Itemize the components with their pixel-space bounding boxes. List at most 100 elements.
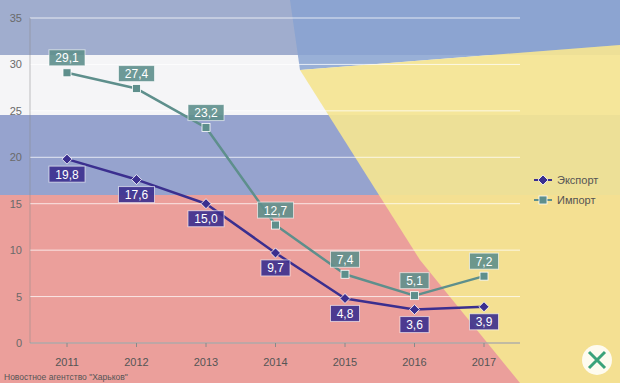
data-label: 4,8 [337,307,354,321]
x-tick-label: 2011 [55,356,79,368]
data-label-box [331,251,360,267]
y-tick-label: 15 [10,198,22,210]
grid-line [30,296,520,297]
grid-line [30,64,520,65]
marker [201,199,211,209]
data-label: 23,2 [194,106,218,120]
y-tick-label: 35 [10,12,22,24]
data-label-box [261,260,290,276]
x-tick [484,343,485,347]
grid-line [30,18,520,19]
data-label-group: 29,1 [49,50,85,66]
data-label-group: 17,6 [119,187,155,203]
y-tick-label: 30 [10,58,22,70]
data-label-box [49,166,85,182]
y-tick-label: 0 [16,337,22,349]
x-tick-label: 2017 [472,356,496,368]
data-label: 19,8 [55,168,79,182]
y-tick-label: 25 [10,105,22,117]
data-label: 17,6 [125,188,149,202]
x-axis: 2011 2012 2013 2014 2015 2016 2017 [55,343,496,368]
series-line [67,159,484,309]
data-label: 7,4 [337,253,354,267]
marker [132,175,142,185]
marker [479,302,489,312]
data-label-group: 12,7 [258,202,294,218]
data-label-group: 19,8 [49,166,85,182]
data-label-group: 9,7 [261,260,290,276]
legend-label: Экспорт [557,174,598,186]
data-label: 27,4 [125,67,149,81]
marker [341,270,349,278]
legend: Экспорт Импорт [534,174,598,206]
data-label-box [188,211,224,227]
y-tick-label: 5 [16,291,22,303]
x-tick-label: 2016 [402,356,426,368]
marker [411,292,419,300]
data-label-group: 23,2 [188,105,224,121]
x-tick [136,343,137,347]
data-label-box [470,314,499,330]
marker [410,305,420,315]
x-tick [414,343,415,347]
data-label-group: 7,4 [331,251,360,267]
data-label-box [258,202,294,218]
marker [480,272,488,280]
chart-svg: 0510152025303520112012201320142015201620… [0,0,620,383]
data-label-group: 15,0 [188,211,224,227]
marks [62,69,489,315]
legend-label: Импорт [557,194,595,206]
data-label-group: 4,8 [331,305,360,321]
marker [340,293,350,303]
data-label-group: 7,2 [470,253,499,269]
data-label-group: 5,1 [400,273,429,289]
x-tick [275,343,276,347]
data-label-box [470,253,499,269]
data-label: 9,7 [267,261,284,275]
x-tick [345,343,346,347]
chart-root: 0510152025303520112012201320142015201620… [0,0,620,383]
data-label-group: 3,9 [470,314,499,330]
data-label-box [119,187,155,203]
logo-circle [582,345,612,375]
marker [202,124,210,132]
data-label: 3,6 [406,318,423,332]
data-labels: 19,8 17,6 15,0 9,7 4,8 3,6 3,9 29,1 27,4 23,2 12,7… [49,50,499,333]
data-label-box [49,50,85,66]
marker [62,154,72,164]
data-label-box [331,305,360,321]
y-axis: 0 5 10 15 20 25 30 35 [10,12,520,349]
marker [539,196,547,204]
grid-line [30,110,520,111]
bg-veil [0,0,620,383]
x-tick-label: 2014 [263,356,287,368]
marker [271,248,281,258]
data-label-box [119,66,155,82]
x-tick-label: 2013 [194,356,218,368]
x-tick-label: 2015 [333,356,357,368]
grid-line [30,157,520,158]
x-tick-label: 2012 [124,356,148,368]
data-label-box [400,273,429,289]
logo [582,345,612,375]
data-label: 12,7 [264,204,288,218]
data-label-group: 3,6 [400,317,429,333]
x-tick [206,343,207,347]
background [0,0,620,383]
data-label: 7,2 [476,255,493,269]
data-label: 5,1 [406,274,423,288]
marker [63,69,71,77]
marker [538,175,548,185]
marker [133,85,141,93]
data-label: 15,0 [194,212,218,226]
logo-mark [589,352,605,368]
y-tick-label: 20 [10,151,22,163]
marker [272,221,280,229]
bg-red [0,0,620,383]
series-line [67,73,484,296]
source: Новостное агентство "Харьков" [4,372,128,382]
data-label-box [188,105,224,121]
data-label-box [400,317,429,333]
y-axis-line [30,18,31,343]
y-tick-label: 10 [10,244,22,256]
